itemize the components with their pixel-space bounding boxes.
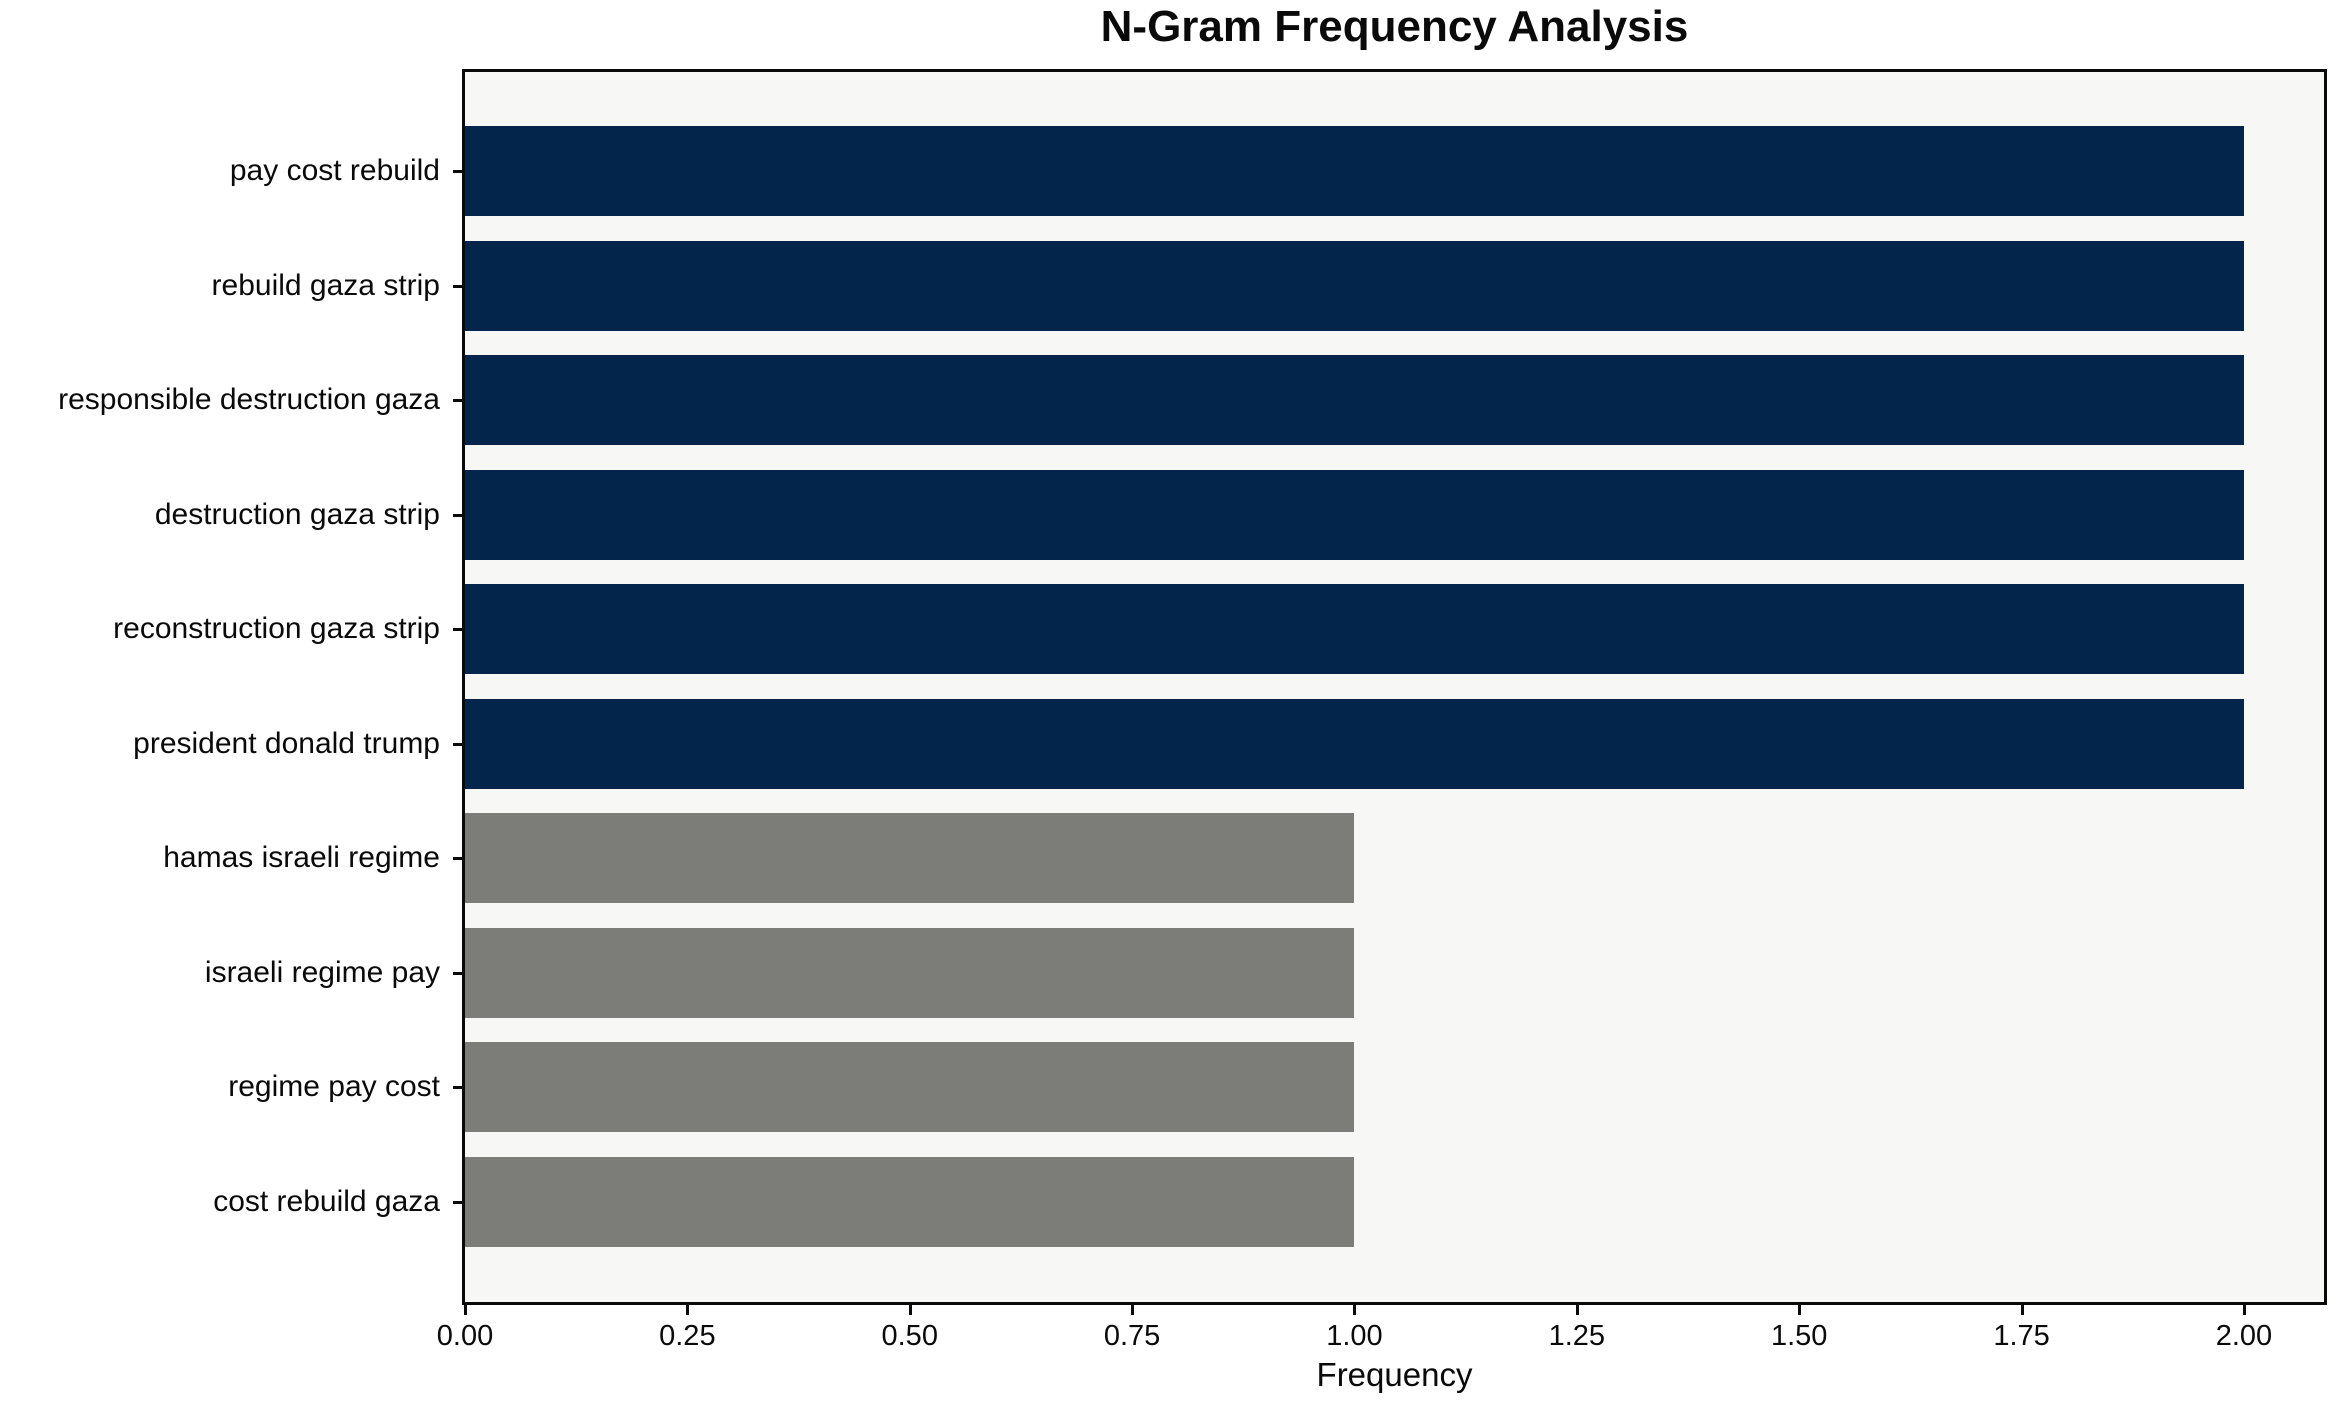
- y-tick-mark: [453, 857, 465, 860]
- bar-pay-cost-rebuild: [465, 126, 2244, 216]
- bar-president-donald-trump: [465, 698, 2244, 789]
- x-tick-mark: [1575, 1302, 1579, 1315]
- x-tick-label: 1.75: [1993, 1320, 2050, 1352]
- x-tick-mark: [1798, 1302, 1802, 1315]
- y-tick-mark: [453, 971, 465, 975]
- x-tick-mark: [2242, 1302, 2246, 1315]
- y-tick-label: reconstruction gaza strip: [113, 612, 440, 645]
- x-tick-label: 0.00: [436, 1320, 494, 1352]
- y-tick-mark: [453, 513, 465, 517]
- y-tick-mark: [453, 284, 465, 288]
- y-tick-label: destruction gaza strip: [154, 497, 440, 531]
- y-tick-mark: [453, 628, 465, 631]
- x-tick-mark: [2020, 1302, 2024, 1315]
- bar-israeli-regime-pay: [465, 927, 1354, 1018]
- bar-rebuild-gaza-strip: [465, 240, 2244, 331]
- x-tick-label: 0.75: [1103, 1320, 1161, 1352]
- bar-reconstruction-gaza-strip: [465, 584, 2244, 674]
- x-tick-label: 1.25: [1548, 1320, 1606, 1352]
- y-tick-label: cost rebuild gaza: [213, 1184, 440, 1218]
- y-tick-label: pay cost rebuild: [229, 154, 440, 187]
- y-tick-mark: [453, 399, 465, 402]
- plot-area: [462, 69, 2327, 1305]
- x-tick-label: 1.00: [1326, 1320, 1383, 1352]
- x-tick-label: 2.00: [2215, 1320, 2273, 1352]
- chart-title: N-Gram Frequency Analysis: [1100, 2, 1689, 51]
- y-tick-mark: [453, 170, 465, 173]
- y-tick-label: israeli regime pay: [204, 955, 440, 989]
- bar-regime-pay-cost: [465, 1042, 1354, 1132]
- x-tick-mark: [1131, 1302, 1135, 1315]
- x-tick-label: 0.50: [881, 1320, 938, 1352]
- y-tick-label: president donald trump: [133, 726, 440, 760]
- y-tick-mark: [453, 742, 465, 746]
- x-axis-label: Frequency: [1316, 1356, 1473, 1393]
- bar-hamas-israeli-regime: [465, 813, 1354, 903]
- y-tick-label: responsible destruction gaza: [58, 383, 440, 416]
- bar-responsible-destruction-gaza: [465, 355, 2244, 445]
- x-tick-mark: [686, 1302, 690, 1315]
- x-tick-label: 1.50: [1770, 1320, 1828, 1352]
- bar-destruction-gaza-strip: [465, 469, 2244, 560]
- x-tick-label: 0.25: [659, 1320, 716, 1352]
- y-tick-mark: [453, 1200, 465, 1204]
- x-tick-mark: [908, 1302, 912, 1315]
- x-tick-mark: [464, 1302, 467, 1315]
- y-tick-label: rebuild gaza strip: [211, 268, 440, 302]
- y-tick-label: hamas israeli regime: [163, 841, 440, 874]
- y-tick-label: regime pay cost: [228, 1070, 440, 1103]
- y-tick-mark: [453, 1086, 465, 1089]
- x-tick-mark: [1353, 1302, 1357, 1315]
- bar-cost-rebuild-gaza: [465, 1156, 1354, 1247]
